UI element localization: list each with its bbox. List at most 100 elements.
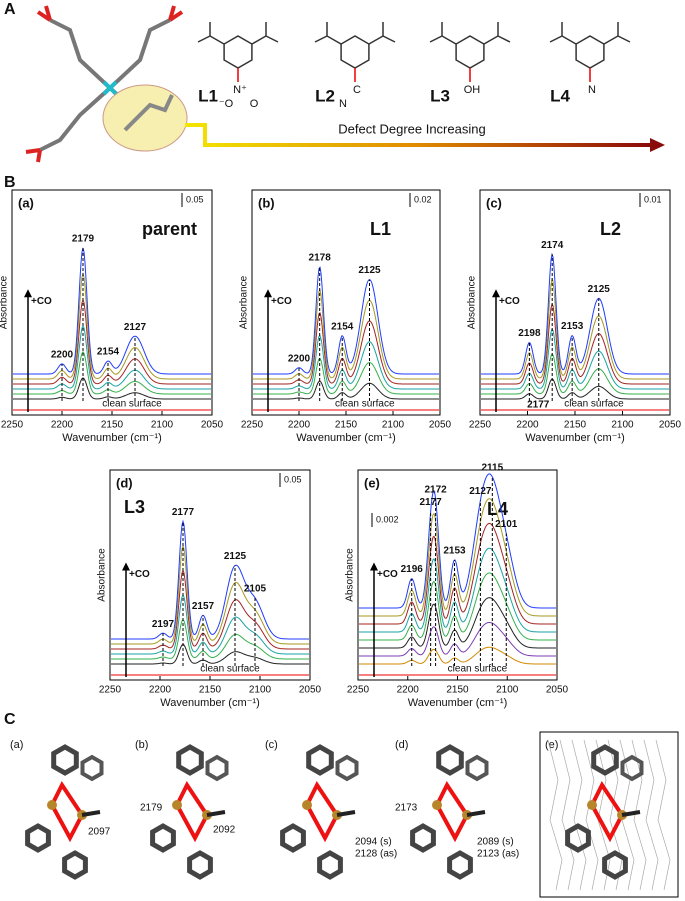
molecule-ring: [62, 850, 88, 880]
peak-label: 2200: [51, 350, 74, 361]
plot-name: parent: [142, 219, 197, 239]
x-axis-label: Wavenumber (cm⁻¹): [296, 432, 396, 444]
peak-label: 2127: [124, 322, 147, 333]
y-axis-label: Absorbance: [97, 548, 108, 602]
co-arrow-head: [122, 562, 130, 571]
x-tick-label: 2250: [347, 685, 370, 696]
co-label: +CO: [499, 296, 520, 307]
clean-surface-label: clean surface: [200, 664, 260, 675]
spectrum-trace: [359, 498, 556, 617]
y-axis-label: Absorbance: [467, 275, 478, 329]
x-axis-label: Wavenumber (cm⁻¹): [525, 432, 625, 444]
ligand-sketch: [123, 94, 174, 132]
x-tick-label: 2150: [101, 420, 124, 431]
substituent: N: [588, 84, 596, 96]
carboxylate: [314, 22, 396, 45]
spectrum-trace: [13, 324, 211, 390]
defect-arrow: [185, 123, 650, 147]
spectrum-trace: [359, 597, 556, 649]
peak-label: 2154: [97, 347, 120, 358]
spectrum-trace: [481, 328, 669, 390]
plot-name: L3: [124, 497, 145, 517]
peak-label: 2115: [481, 462, 503, 473]
peak-label: 2200: [288, 353, 311, 364]
substituent: N⁺: [233, 84, 247, 96]
spectrum-trace: [359, 547, 556, 633]
x-tick-label: 2100: [382, 420, 405, 431]
plot-name: L2: [600, 219, 621, 239]
molecule-ring: [280, 823, 306, 853]
x-axis-label: Wavenumber (cm⁻¹): [62, 432, 162, 444]
x-tick-label: 2250: [1, 420, 24, 431]
ligand-name: L2: [315, 86, 335, 105]
frequency-label: 2097: [88, 827, 111, 838]
plot-tag: (b): [258, 195, 275, 210]
x-tick-label: 2200: [51, 420, 74, 431]
frequency-label: 2123 (as): [477, 849, 519, 860]
peak-label: 2178: [309, 253, 332, 264]
scale-label: 0.02: [414, 194, 432, 204]
x-tick-label: 2050: [546, 685, 569, 696]
framework-line: [655, 739, 671, 891]
x-axis-label: Wavenumber (cm⁻¹): [408, 697, 508, 709]
carboxylate: [429, 22, 511, 45]
molecule-ring: [25, 823, 51, 853]
peak-label: 2197: [152, 619, 175, 630]
molecule-ring: [80, 754, 104, 782]
carboxylate: [197, 22, 279, 45]
clean-surface-label: clean surface: [335, 399, 395, 410]
carboxylate-bonds: [435, 781, 470, 843]
cu-atom: [432, 800, 442, 810]
co-arrow-head: [370, 562, 378, 571]
plot-tag: (d): [116, 475, 133, 490]
plot-name: L1: [370, 219, 391, 239]
clean-surface-label: clean surface: [564, 399, 624, 410]
peak-label: 2105: [244, 583, 267, 594]
molecule-ring: [335, 754, 359, 782]
peak-label: 2196: [401, 564, 424, 575]
spectrum-trace: [359, 473, 556, 609]
scale-label: 0.01: [644, 194, 662, 204]
spectrum-trace: [481, 353, 669, 395]
structure-tag: (c): [265, 739, 278, 751]
x-tick-label: 2150: [564, 420, 587, 431]
highlight-ellipse: [102, 84, 188, 152]
molecule-ring: [436, 744, 464, 776]
peak-label: 2198: [518, 328, 541, 339]
co-ligand: [466, 810, 486, 817]
x-tick-label: 2200: [288, 420, 311, 431]
clean-surface-label: clean surface: [102, 399, 162, 410]
peak-label: 2177: [527, 400, 550, 411]
peak-label: 2177: [172, 507, 195, 518]
x-axis-label: Wavenumber (cm⁻¹): [160, 697, 260, 709]
structure-tag: (b): [135, 739, 148, 751]
structure-box: [539, 731, 679, 898]
molecule-ring: [565, 823, 591, 853]
peak-label: 2179: [72, 234, 95, 245]
carboxylate-bonds: [50, 781, 85, 843]
molecule-ring: [591, 744, 619, 776]
framework-line: [547, 739, 563, 891]
spectrum-trace: [481, 303, 669, 385]
benzene-ring: [575, 35, 605, 69]
co-label: +CO: [129, 569, 150, 580]
peak-label: 2154: [331, 321, 354, 332]
spectrum-trace: [253, 289, 439, 380]
y-axis-label: Absorbance: [239, 275, 250, 329]
peak-label: 2172: [424, 484, 447, 495]
spectrum-trace: [253, 334, 439, 390]
frequency-label: 2089 (s): [477, 837, 514, 848]
arrow-head: [650, 138, 665, 152]
carboxylate-bonds: [175, 781, 210, 843]
molecule-ring: [306, 744, 334, 776]
molecule-ring: [465, 754, 489, 782]
panel-label: B: [4, 174, 16, 191]
x-tick-label: 2150: [199, 685, 222, 696]
x-tick-label: 2200: [149, 685, 172, 696]
x-tick-label: 2250: [241, 420, 264, 431]
spectrum-trace: [111, 619, 309, 660]
x-tick-label: 2100: [151, 420, 174, 431]
spectrum-trace: [253, 311, 439, 385]
y-axis-label: Absorbance: [0, 275, 10, 329]
